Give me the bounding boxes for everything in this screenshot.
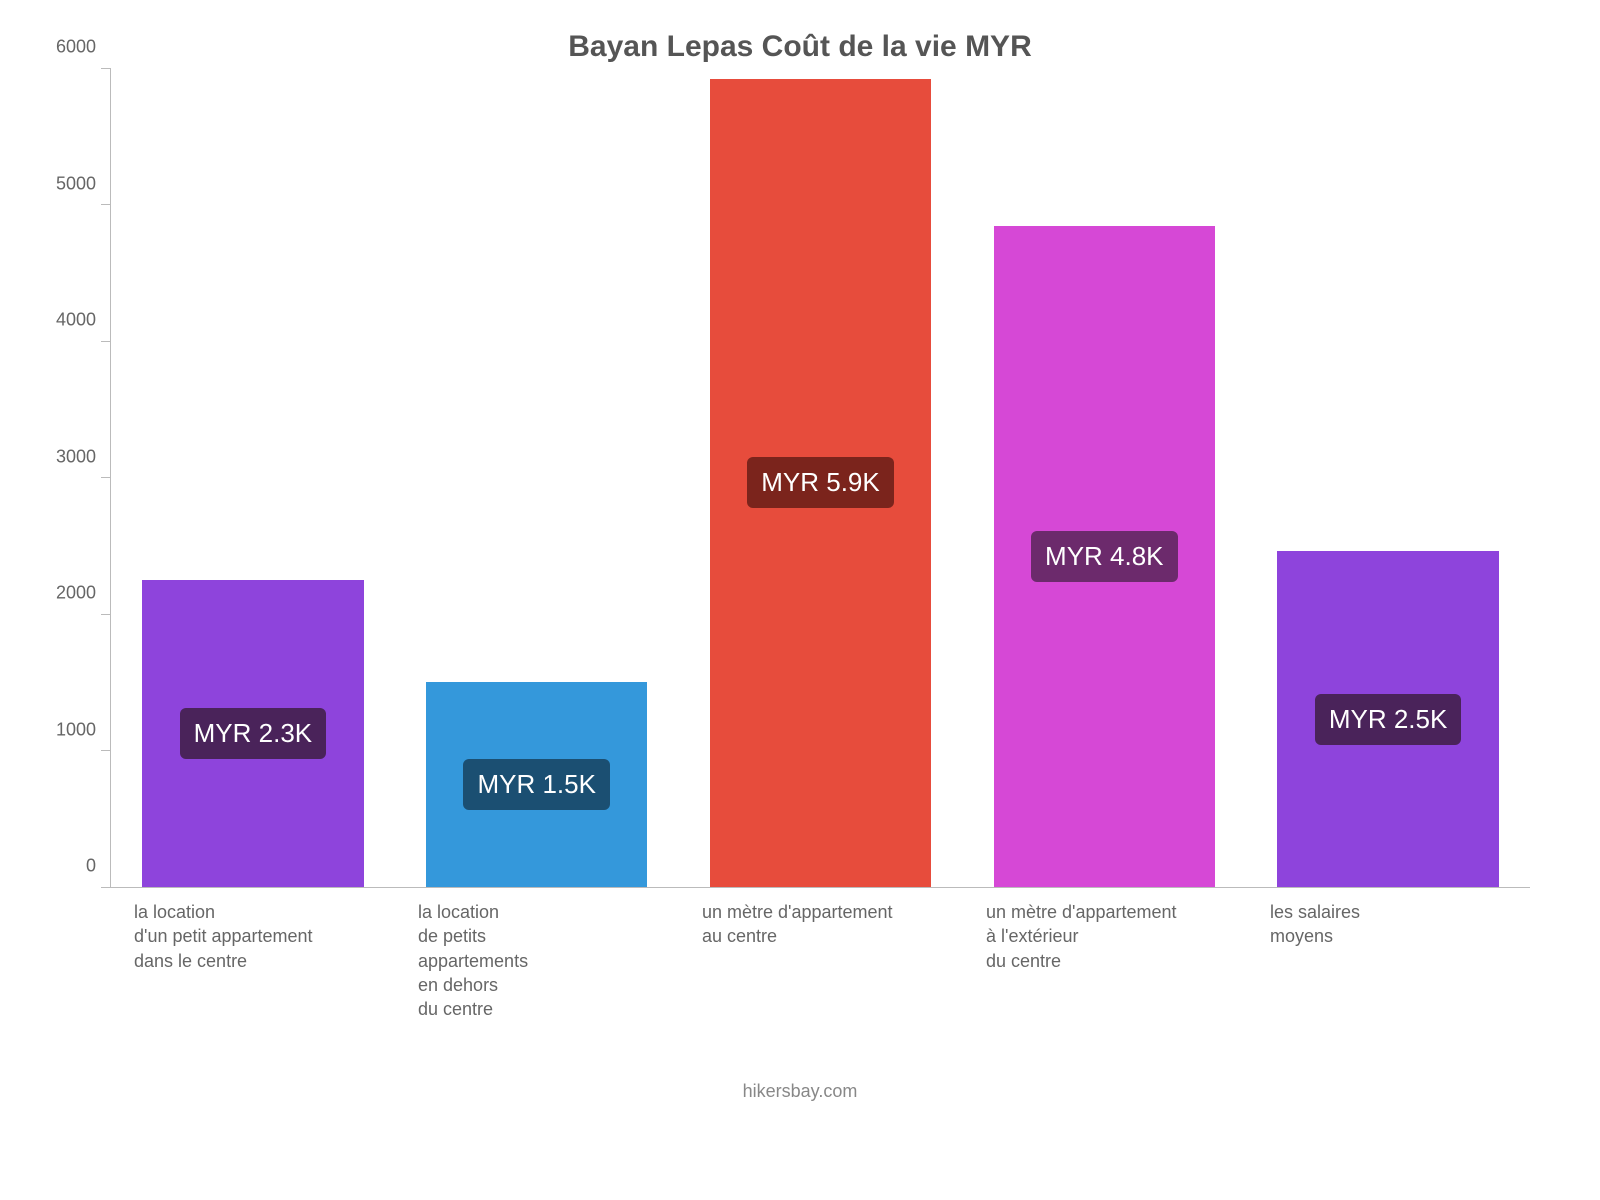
y-tick <box>101 887 111 888</box>
bar: MYR 4.8K <box>994 226 1215 887</box>
y-tick-label: 6000 <box>41 37 96 58</box>
x-axis-label: un mètre d'appartement à l'extérieur du … <box>962 900 1246 1021</box>
bar-slot: MYR 2.3K <box>111 68 395 887</box>
bar: MYR 2.3K <box>142 580 363 887</box>
bar-slot: MYR 1.5K <box>395 68 679 887</box>
value-badge: MYR 4.8K <box>1031 531 1178 582</box>
bar: MYR 1.5K <box>426 682 647 887</box>
y-tick-label: 2000 <box>41 583 96 604</box>
bar: MYR 2.5K <box>1277 551 1498 887</box>
value-badge: MYR 1.5K <box>463 759 610 810</box>
y-tick <box>101 750 111 751</box>
x-axis-label: les salaires moyens <box>1246 900 1530 1021</box>
chart-container: Bayan Lepas Coût de la vie MYR MYR 2.3KM… <box>0 0 1600 1200</box>
plot-area: MYR 2.3K MYR 1.5K MYR 5.9K MYR 4.8K MYR 2.5K… <box>110 68 1530 888</box>
y-tick <box>101 614 111 615</box>
y-tick-label: 1000 <box>41 719 96 740</box>
x-axis-labels: la location d'un petit appartement dans … <box>110 900 1530 1021</box>
bar-slot: MYR 5.9K <box>679 68 963 887</box>
y-tick-label: 3000 <box>41 446 96 467</box>
bars-group: MYR 2.3K MYR 1.5K MYR 5.9K MYR 4.8K MYR 2.5K <box>111 68 1530 887</box>
x-axis-label: la location de petits appartements en de… <box>394 900 678 1021</box>
chart-title: Bayan Lepas Coût de la vie MYR <box>40 30 1560 64</box>
value-badge: MYR 5.9K <box>747 457 894 508</box>
x-axis-label: la location d'un petit appartement dans … <box>110 900 394 1021</box>
bar-slot: MYR 4.8K <box>962 68 1246 887</box>
bar-slot: MYR 2.5K <box>1246 68 1530 887</box>
y-tick-label: 4000 <box>41 310 96 331</box>
y-tick <box>101 477 111 478</box>
bar: MYR 5.9K <box>710 79 931 887</box>
chart-footer: hikersbay.com <box>40 1081 1560 1102</box>
y-tick-label: 0 <box>41 856 96 877</box>
y-tick <box>101 341 111 342</box>
y-tick-label: 5000 <box>41 173 96 194</box>
x-axis-label: un mètre d'appartement au centre <box>678 900 962 1021</box>
y-tick <box>101 68 111 69</box>
y-tick <box>101 204 111 205</box>
value-badge: MYR 2.3K <box>180 708 327 759</box>
value-badge: MYR 2.5K <box>1315 694 1462 745</box>
